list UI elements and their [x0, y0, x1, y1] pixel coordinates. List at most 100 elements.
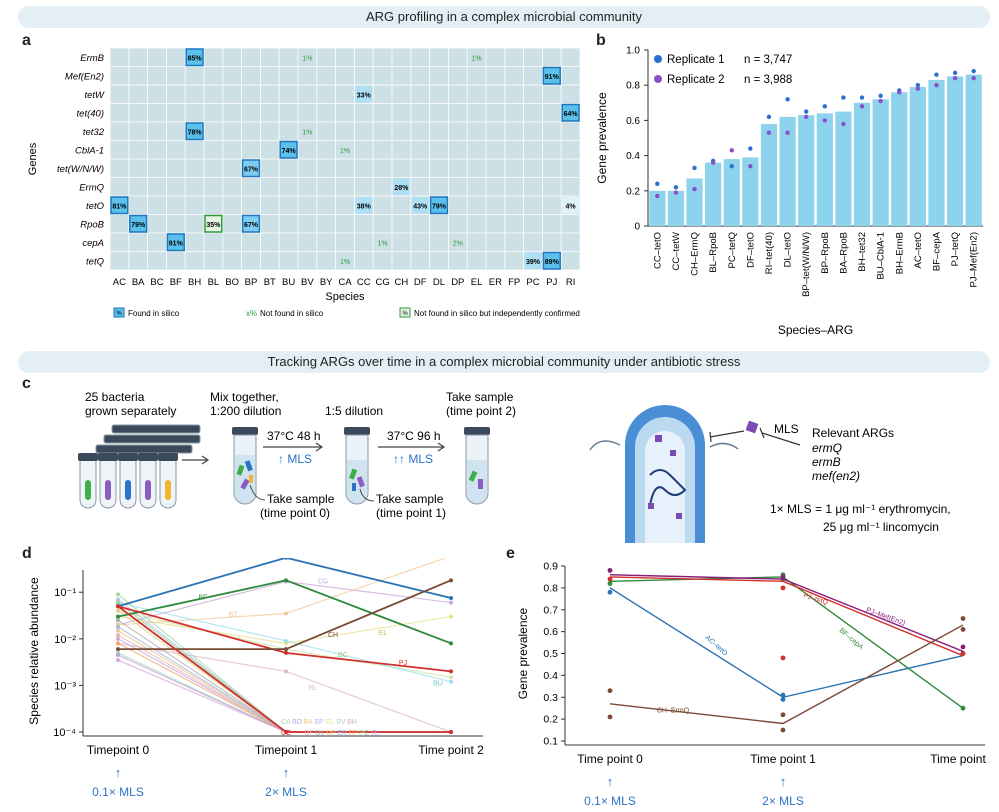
heatmap-cell-value: 79% — [432, 203, 447, 210]
y-tick-label: 0.4 — [543, 670, 558, 682]
series-label: PJ — [399, 660, 407, 667]
arg-item-2: ermB — [812, 455, 841, 469]
heatmap-cell-value: 43% — [413, 203, 428, 210]
heatmap-cell — [241, 214, 261, 233]
x-tick-label: Time point 1 — [750, 752, 816, 766]
category-label: CC–tetO — [652, 232, 663, 269]
series-label: BA — [303, 719, 313, 726]
series-label: DP — [326, 730, 336, 737]
series-point — [449, 600, 453, 605]
bar — [872, 99, 889, 226]
series-line — [117, 580, 452, 626]
category-label: BP–RpoB — [820, 232, 831, 274]
replicate-point — [748, 163, 753, 169]
sample0-line2: (time point 0) — [260, 506, 330, 520]
bar — [816, 113, 833, 226]
replicate-point — [952, 75, 958, 81]
y-tick-label: 0.7 — [543, 604, 558, 616]
series-point — [116, 592, 120, 597]
series-label: BP — [314, 719, 324, 726]
bar — [649, 190, 666, 226]
replicate-point — [915, 83, 921, 88]
replicate-point — [822, 104, 828, 109]
heatmap-cell — [241, 159, 261, 178]
species-axis-label: Species — [325, 291, 365, 303]
species-label: CH — [395, 277, 409, 288]
x-tick-label: Timepoint 1 — [255, 743, 318, 757]
series-point — [116, 647, 120, 652]
replicate-point — [607, 581, 613, 586]
mls-arrow-icon: ↑ — [607, 774, 614, 789]
replicate-point — [655, 181, 660, 186]
replicate-point — [859, 95, 865, 100]
category-label: AC–tetO — [913, 232, 924, 268]
species-label: DL — [433, 277, 445, 288]
heatmap-cell-notfound: 2% — [453, 240, 463, 247]
y-tick-label: 0 — [634, 222, 640, 233]
series-label: BU — [433, 681, 443, 688]
step1-line1: 25 bacteria — [85, 390, 145, 404]
mls-inhibit-icon — [709, 430, 745, 443]
bar — [835, 111, 852, 226]
mls-dose-label: 0.1× MLS — [92, 785, 144, 799]
heatmap-cell — [185, 48, 204, 67]
panel-c-schematic: 25 bacteria grown separately Mix togethe… — [78, 390, 951, 543]
dose-line2: 25 μg ml⁻¹ lincomycin — [823, 520, 939, 534]
y-axis-label: Species relative abundance — [27, 577, 41, 725]
bar — [705, 162, 722, 226]
heatmap-cell-value: 39% — [526, 259, 541, 266]
mls-arrow-icon: ↑ — [780, 774, 787, 789]
species-label: CA — [338, 277, 352, 288]
replicate-point — [729, 163, 734, 169]
species-label: PC — [526, 277, 539, 288]
panel-b-bar-chart: 0 0.2 0.4 0.6 0.8 1.0 Gene prevalence CC–tetO CC… — [595, 46, 983, 337]
series-label: CA — [281, 719, 291, 726]
species-label: BA — [132, 277, 145, 288]
heatmap-cell — [542, 66, 561, 85]
category-label: PJ–Mef(En2) — [969, 232, 980, 287]
series-label: BF–cepA — [838, 627, 865, 651]
bar — [667, 190, 685, 226]
series-line — [609, 624, 964, 725]
series-label: CH–ErmQ — [657, 708, 690, 715]
step4-line1: Take sample — [446, 390, 514, 404]
category-label: BH–tet32 — [857, 232, 868, 272]
series-point — [116, 636, 120, 641]
y-tick-label: 0.8 — [543, 582, 558, 594]
series-point — [284, 558, 288, 560]
bar — [909, 86, 926, 227]
replicate-point — [960, 644, 966, 650]
series-point — [449, 641, 453, 646]
x-axis-label: Species–ARG — [778, 323, 853, 337]
heatmap-cell-notfound: 1% — [302, 55, 312, 62]
series-label: BF — [199, 594, 208, 601]
category-label: PC–tetQ — [727, 232, 738, 268]
replicate-point — [780, 712, 786, 718]
panel-label-a: a — [22, 32, 31, 49]
y-tick-label: 0.2 — [626, 186, 640, 197]
heatmap-cell-value: 35% — [206, 222, 221, 229]
replicate-point — [780, 727, 786, 733]
mls-label: MLS — [774, 422, 799, 436]
series-point — [449, 614, 453, 619]
heatmap-cell-value: 4% — [566, 203, 577, 210]
species-label: BT — [264, 277, 276, 288]
category-label: BP–tet(W/N/W) — [801, 232, 812, 297]
series-point — [116, 608, 120, 613]
replicate-point — [780, 585, 786, 591]
heatmap-cell-notfound: 1% — [472, 55, 482, 62]
species-label: BP — [245, 277, 258, 288]
tube-final-icon — [464, 427, 490, 505]
series-point — [116, 597, 120, 602]
replicate-point — [934, 72, 939, 77]
species-label: BO — [225, 277, 239, 288]
mls-increase-1: ↑ MLS — [278, 452, 312, 466]
heatmap-cell — [279, 140, 298, 159]
y-axis-label: Gene prevalence — [516, 607, 530, 699]
replicate-point — [692, 165, 697, 171]
gene-label: tetQ — [86, 256, 105, 267]
heatmap-cell-value: 78% — [188, 129, 203, 136]
replicate-point — [960, 627, 966, 632]
section-banner-middle: Tracking ARGs over time in a complex mic… — [18, 351, 990, 373]
replicate-point — [780, 697, 786, 702]
